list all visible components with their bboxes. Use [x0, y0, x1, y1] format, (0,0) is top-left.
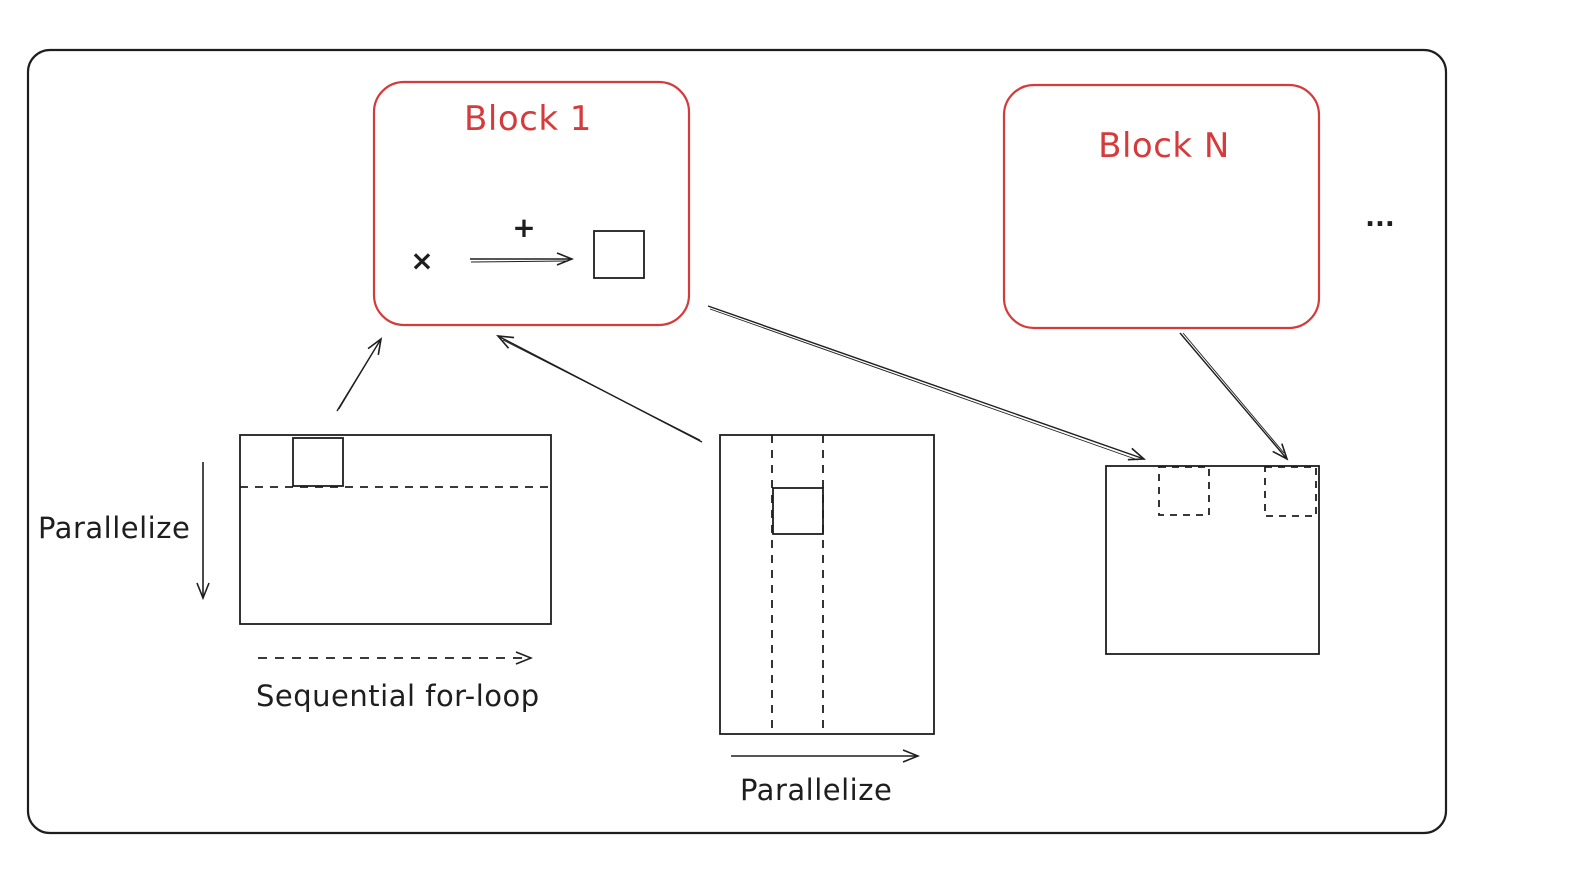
matrix-a: Parallelize Sequential for-loop: [38, 434, 552, 713]
block-1-title: Block 1: [464, 99, 592, 139]
matrix-a-outline: [239, 434, 552, 625]
block-n: Block N: [1002, 83, 1321, 330]
multiply-symbol: ×: [410, 244, 433, 277]
block-n-title: Block N: [1098, 126, 1230, 166]
matrix-a-to-block-1-arrow-shadow: [338, 343, 379, 410]
matrix-b-to-block-1-arrow-shadow: [502, 339, 701, 441]
matrix-c: [1105, 465, 1320, 655]
output-tile: [593, 230, 645, 279]
matrix-b-parallelize-label: Parallelize: [740, 773, 892, 807]
matrix-b-outline: [719, 434, 935, 735]
block-1-to-matrix-c-arrow-shadow: [709, 308, 1139, 461]
add-symbol: +: [512, 211, 535, 244]
block-n-to-matrix-c-arrow: [1179, 332, 1287, 459]
matrix-c-tile-1: [1158, 466, 1210, 516]
accumulate-arrow-shadow: [470, 260, 567, 263]
block-1-to-matrix-c-arrow: [707, 305, 1144, 459]
outer-frame: [26, 48, 1448, 835]
matrix-b: Parallelize: [719, 434, 935, 807]
matrix-a-tile: [292, 437, 344, 487]
matrix-c-tile-n: [1264, 466, 1317, 517]
block-n-to-matrix-c-arrow-shadow: [1182, 332, 1285, 454]
block-1-outline: [372, 80, 691, 327]
matrix-b-tile: [772, 487, 824, 535]
sequential-loop-label: Sequential for-loop: [256, 679, 540, 713]
matrix-c-outline: [1105, 465, 1320, 655]
block-n-outline: [1002, 83, 1321, 330]
more-blocks-ellipsis: ...: [1365, 203, 1395, 233]
matrix-a-parallelize-label: Parallelize: [38, 511, 190, 545]
block-1: Block 1 × +: [372, 80, 691, 327]
